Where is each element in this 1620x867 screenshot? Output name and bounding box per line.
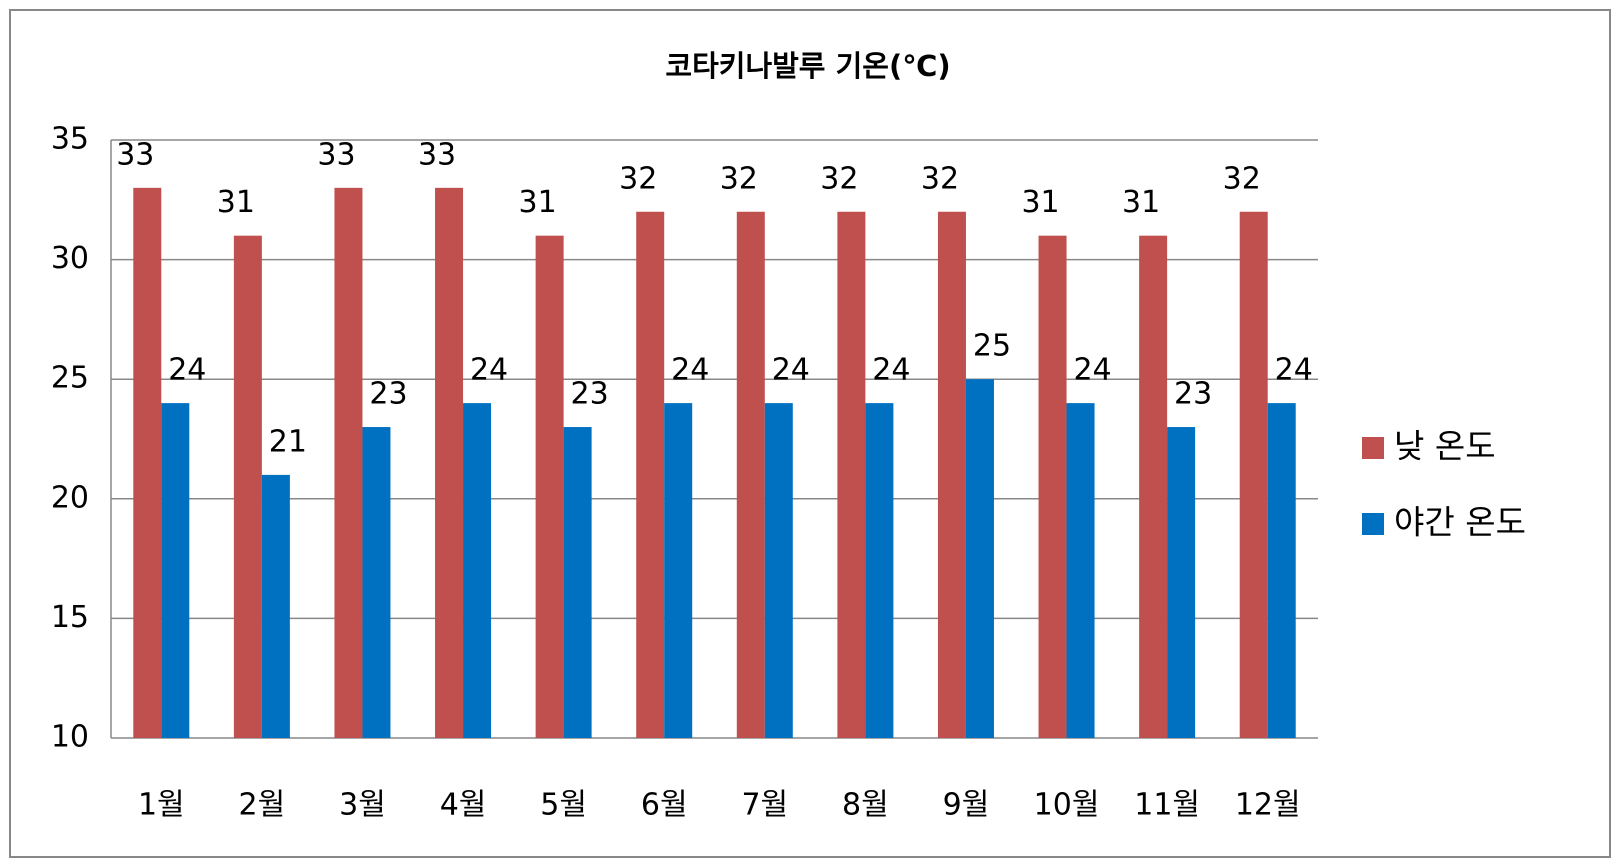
bar xyxy=(1267,403,1296,738)
value-label: 31 xyxy=(1122,185,1160,220)
y-tick-label: 20 xyxy=(51,480,89,515)
x-tick-label: 5월 xyxy=(540,788,587,823)
value-label: 24 xyxy=(168,353,206,388)
value-label: 23 xyxy=(369,377,407,412)
value-label: 33 xyxy=(116,137,154,172)
x-tick-label: 12월 xyxy=(1235,788,1301,823)
value-label: 24 xyxy=(1275,353,1313,388)
bar xyxy=(1139,235,1168,738)
bar xyxy=(764,403,793,738)
bar xyxy=(1038,235,1067,738)
value-label: 32 xyxy=(720,161,758,196)
bar xyxy=(1167,427,1196,738)
y-tick-label: 15 xyxy=(51,600,89,635)
bar xyxy=(362,427,391,738)
x-tick-label: 11월 xyxy=(1134,788,1200,823)
x-tick-label: 3월 xyxy=(339,788,386,823)
bar xyxy=(563,427,592,738)
x-tick-label: 8월 xyxy=(842,788,889,823)
bar xyxy=(133,187,162,739)
legend-label: 야간 온도 xyxy=(1394,503,1526,542)
bar xyxy=(664,403,693,738)
value-label: 23 xyxy=(1174,377,1212,412)
value-label: 24 xyxy=(1073,353,1111,388)
bar xyxy=(261,474,290,738)
bar xyxy=(463,403,492,738)
x-tick-label: 1월 xyxy=(138,788,185,823)
bar xyxy=(636,211,665,738)
value-label: 25 xyxy=(973,329,1011,364)
bar xyxy=(837,211,866,738)
x-tick-label: 4월 xyxy=(440,788,487,823)
bar xyxy=(736,211,765,738)
chart-title: 코타키나발루 기온(℃) xyxy=(665,49,950,83)
bar xyxy=(937,211,966,738)
legend-label: 낮 온도 xyxy=(1394,427,1496,466)
value-label: 24 xyxy=(470,353,508,388)
x-tick-label: 7월 xyxy=(741,788,788,823)
x-tick-label: 9월 xyxy=(943,788,990,823)
bar xyxy=(233,235,262,738)
value-label: 32 xyxy=(820,161,858,196)
y-tick-label: 10 xyxy=(51,720,89,755)
x-tick-label: 10월 xyxy=(1034,788,1100,823)
y-tick-label: 35 xyxy=(51,122,89,157)
value-label: 32 xyxy=(1223,161,1261,196)
value-label: 24 xyxy=(872,353,910,388)
value-label: 24 xyxy=(772,353,810,388)
value-label: 32 xyxy=(921,161,959,196)
y-tick-label: 30 xyxy=(51,241,89,276)
value-label: 33 xyxy=(317,137,355,172)
x-tick-label: 6월 xyxy=(641,788,688,823)
legend-swatch xyxy=(1362,437,1384,459)
value-label: 24 xyxy=(671,353,709,388)
value-label: 31 xyxy=(519,185,557,220)
value-label: 32 xyxy=(619,161,657,196)
bar xyxy=(1239,211,1268,738)
value-label: 33 xyxy=(418,137,456,172)
bar xyxy=(1066,403,1095,738)
bar xyxy=(535,235,564,738)
value-label: 31 xyxy=(217,185,255,220)
bar xyxy=(865,403,894,738)
value-label: 21 xyxy=(269,424,307,459)
value-label: 31 xyxy=(1021,185,1059,220)
bar xyxy=(334,187,363,739)
value-label: 23 xyxy=(571,377,609,412)
bar xyxy=(965,379,994,738)
x-tick-label: 2월 xyxy=(239,788,286,823)
bar xyxy=(435,187,464,739)
legend-swatch xyxy=(1362,513,1384,535)
y-tick-label: 25 xyxy=(51,361,89,396)
bar xyxy=(161,403,190,738)
